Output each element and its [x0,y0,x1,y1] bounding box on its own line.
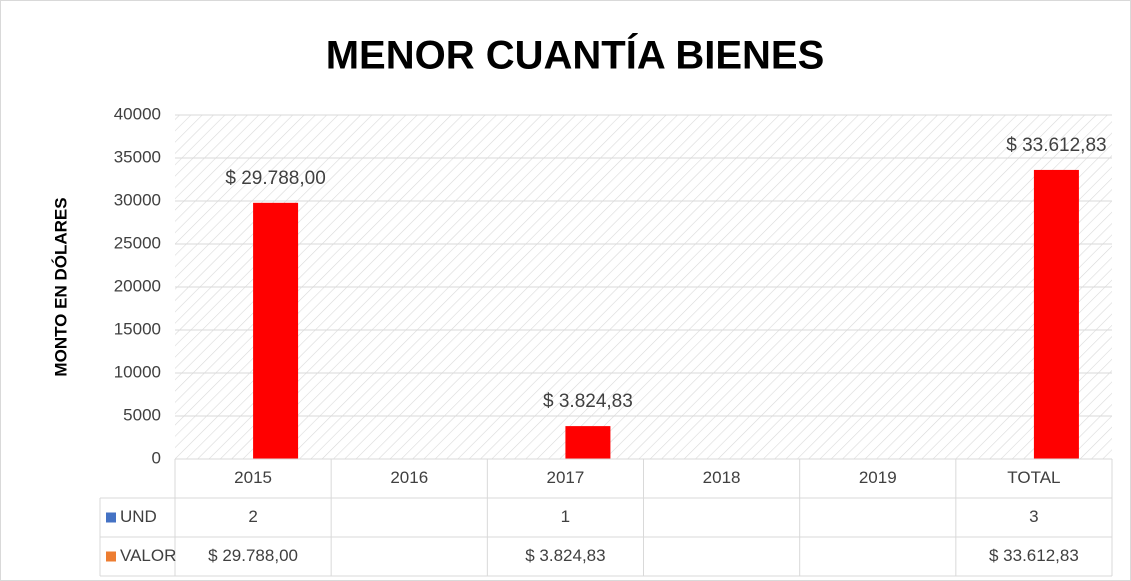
table-cell: 1 [561,507,570,526]
table-cell: $ 3.824,83 [525,546,605,565]
x-tick-label: 2016 [390,468,428,487]
chart-title: MENOR CUANTÍA BIENES [326,33,825,78]
y-axis-label: MONTO EN DÓLARES [51,197,70,376]
bar [1033,169,1079,459]
x-tick-label: 2015 [234,468,272,487]
y-tick-label: 40000 [114,104,161,123]
legend-label: UND [120,507,157,526]
y-tick-label: 15000 [114,319,161,338]
table-cell: 3 [1029,507,1038,526]
y-tick-label: 5000 [123,405,161,424]
legend-key [106,551,116,562]
y-tick-label: 30000 [114,190,161,209]
y-tick-label: 0 [152,448,161,467]
x-tick-label: TOTAL [1007,468,1060,487]
bar [565,426,611,459]
y-tick-label: 10000 [114,362,161,381]
table-cell: $ 29.788,00 [208,546,298,565]
data-label: $ 3.824,83 [543,391,633,412]
y-tick-label: 20000 [114,276,161,295]
table-cell: 2 [248,507,257,526]
legend-key [106,512,116,523]
table-cell: $ 33.612,83 [989,546,1079,565]
data-label: $ 29.788,00 [225,168,325,189]
data-label: $ 33.612,83 [1006,135,1106,156]
x-tick-label: 2017 [547,468,585,487]
x-tick-label: 2019 [859,468,897,487]
x-tick-label: 2018 [703,468,741,487]
bar [253,202,299,460]
legend-label: VALOR [120,546,176,565]
y-tick-label: 25000 [114,233,161,252]
y-tick-label: 35000 [114,147,161,166]
